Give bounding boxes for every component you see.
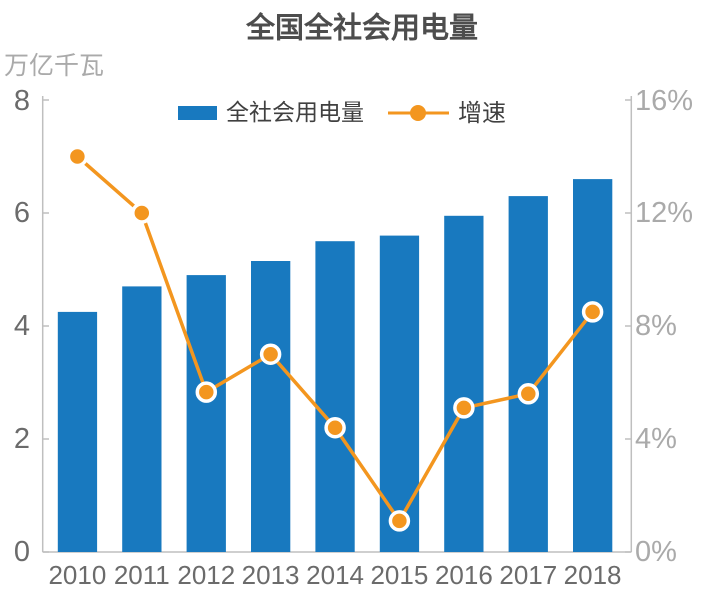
svg-text:4%: 4% bbox=[635, 423, 677, 455]
svg-text:2012: 2012 bbox=[177, 560, 235, 590]
svg-text:2010: 2010 bbox=[48, 560, 106, 590]
svg-text:2: 2 bbox=[14, 423, 30, 455]
svg-text:万亿千瓦: 万亿千瓦 bbox=[4, 52, 104, 80]
svg-text:8: 8 bbox=[14, 85, 30, 117]
svg-text:4: 4 bbox=[14, 310, 30, 342]
svg-text:2018: 2018 bbox=[564, 560, 622, 590]
svg-text:全社会用电量: 全社会用电量 bbox=[226, 99, 364, 125]
svg-text:8%: 8% bbox=[635, 310, 677, 342]
svg-text:2011: 2011 bbox=[114, 560, 170, 590]
svg-text:12%: 12% bbox=[635, 197, 693, 229]
svg-text:0%: 0% bbox=[635, 536, 677, 568]
svg-text:0: 0 bbox=[14, 536, 30, 568]
svg-text:2015: 2015 bbox=[370, 560, 428, 590]
svg-text:2017: 2017 bbox=[499, 560, 557, 590]
svg-text:6: 6 bbox=[14, 197, 30, 229]
svg-text:全国全社会用电量: 全国全社会用电量 bbox=[245, 11, 478, 45]
svg-text:2013: 2013 bbox=[242, 560, 300, 590]
svg-text:增速: 增速 bbox=[458, 100, 506, 127]
svg-text:2014: 2014 bbox=[306, 560, 364, 590]
svg-text:16%: 16% bbox=[635, 85, 693, 117]
svg-text:2016: 2016 bbox=[435, 560, 493, 590]
